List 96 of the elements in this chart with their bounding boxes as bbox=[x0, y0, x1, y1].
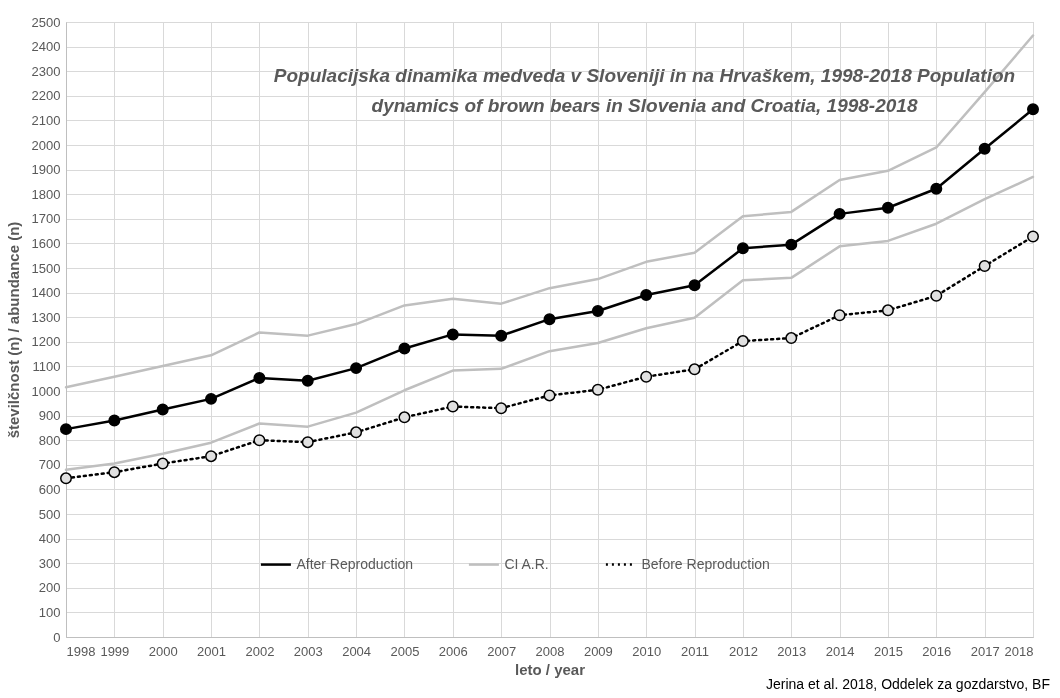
y-tick-label: 1600 bbox=[31, 235, 61, 251]
point bbox=[495, 329, 508, 342]
x-tick-label: 2013 bbox=[777, 643, 807, 659]
point bbox=[495, 402, 508, 415]
y-tick-label: 2300 bbox=[31, 63, 61, 79]
point bbox=[301, 436, 314, 449]
point bbox=[398, 342, 411, 355]
point bbox=[253, 434, 266, 447]
y-axis-title: številčnost (n) / abundance (n) bbox=[4, 221, 22, 439]
point bbox=[350, 426, 363, 439]
y-tick-label: 1800 bbox=[31, 186, 61, 202]
point bbox=[930, 182, 943, 195]
point bbox=[446, 328, 459, 341]
y-tick-label: 600 bbox=[38, 481, 61, 497]
point bbox=[398, 411, 411, 424]
x-tick-label: 2000 bbox=[148, 643, 178, 659]
x-tick-label: 2003 bbox=[293, 643, 323, 659]
point bbox=[1027, 230, 1039, 243]
x-axis-title: leto / year bbox=[514, 660, 586, 678]
y-tick-label: 300 bbox=[38, 555, 61, 571]
point bbox=[1027, 103, 1039, 116]
y-tick-label: 500 bbox=[38, 506, 61, 522]
x-tick-label: 2010 bbox=[632, 643, 662, 659]
point bbox=[446, 400, 459, 413]
x-tick-label: 2009 bbox=[583, 643, 613, 659]
y-tick-label: 400 bbox=[38, 531, 61, 547]
point bbox=[543, 389, 556, 402]
point bbox=[640, 370, 653, 383]
point bbox=[881, 201, 894, 214]
x-tick-label: 2018 bbox=[1004, 643, 1034, 659]
point bbox=[108, 466, 121, 479]
x-tick-label: 2004 bbox=[342, 643, 372, 659]
x-tick-label: 1998 bbox=[66, 643, 96, 659]
point bbox=[688, 279, 701, 292]
point bbox=[108, 414, 121, 427]
y-tick-label: 2400 bbox=[31, 39, 61, 55]
y-tick-label: 2100 bbox=[31, 112, 61, 128]
y-tick-label: 1000 bbox=[31, 383, 61, 399]
point bbox=[881, 304, 894, 317]
y-tick-label: 1500 bbox=[31, 260, 61, 276]
point bbox=[640, 289, 653, 302]
text: Jerina et al. 2018, Oddelek za gozdarstvo, BF bbox=[765, 676, 1050, 692]
y-tick-label: 100 bbox=[38, 604, 61, 620]
x-tick-label: 2002 bbox=[245, 643, 275, 659]
point bbox=[591, 383, 604, 396]
x-tick-label: 2001 bbox=[197, 643, 227, 659]
point bbox=[736, 242, 749, 255]
y-tick-label: 800 bbox=[38, 432, 61, 448]
point bbox=[205, 450, 218, 463]
y-tick-label: 2000 bbox=[31, 137, 61, 153]
y-tick-label: 200 bbox=[38, 580, 61, 596]
legend-label: After Reproduction bbox=[296, 555, 414, 572]
point bbox=[785, 332, 798, 345]
y-tick-label: 0 bbox=[53, 629, 61, 645]
point bbox=[688, 363, 701, 376]
y-tick-label: 2500 bbox=[31, 14, 61, 30]
x-tick-label: 2012 bbox=[728, 643, 758, 659]
x-tick-label: 2006 bbox=[438, 643, 468, 659]
legend-label: Before Reproduction bbox=[641, 555, 770, 572]
point bbox=[156, 403, 169, 416]
x-tick-label: 2005 bbox=[390, 643, 420, 659]
point bbox=[785, 238, 798, 251]
y-tick-label: 1300 bbox=[31, 309, 61, 325]
y-tick-label: 1200 bbox=[31, 334, 61, 350]
point bbox=[301, 374, 314, 387]
y-tick-label: 1100 bbox=[32, 358, 61, 374]
point bbox=[60, 423, 72, 436]
y-tick-label: 900 bbox=[38, 408, 61, 424]
x-tick-label: 2011 bbox=[681, 643, 710, 659]
x-tick-label: 2016 bbox=[922, 643, 952, 659]
y-tick-label: 1400 bbox=[31, 285, 61, 301]
point bbox=[253, 371, 266, 384]
point bbox=[978, 260, 991, 273]
point bbox=[978, 142, 991, 155]
point bbox=[205, 392, 218, 405]
x-tick-label: 2014 bbox=[825, 643, 855, 659]
x-tick-label: 2015 bbox=[873, 643, 903, 659]
x-tick-label: 2008 bbox=[535, 643, 565, 659]
x-tick-label: 1999 bbox=[100, 643, 130, 659]
point bbox=[60, 472, 72, 485]
point bbox=[736, 335, 749, 348]
text: Populacijska dinamika medveda v Sloveniji in na Hrvaškem, 1998-2018 Population dynamics of brown bears in Slovenia and Croatia, 1998-2018 bbox=[273, 65, 1016, 116]
legend-label: CI A.R. bbox=[504, 555, 549, 572]
point bbox=[833, 207, 846, 220]
point bbox=[350, 362, 363, 375]
x-tick-label: 2007 bbox=[487, 643, 517, 659]
x-tick-label: 2017 bbox=[970, 643, 1000, 659]
y-tick-label: 1900 bbox=[31, 162, 61, 178]
point bbox=[156, 457, 169, 470]
y-tick-label: 1700 bbox=[31, 211, 61, 227]
y-tick-label: 2200 bbox=[31, 88, 61, 104]
point bbox=[543, 313, 556, 326]
point bbox=[833, 309, 846, 322]
y-tick-label: 700 bbox=[38, 457, 61, 473]
point bbox=[930, 289, 943, 302]
point bbox=[591, 305, 604, 318]
